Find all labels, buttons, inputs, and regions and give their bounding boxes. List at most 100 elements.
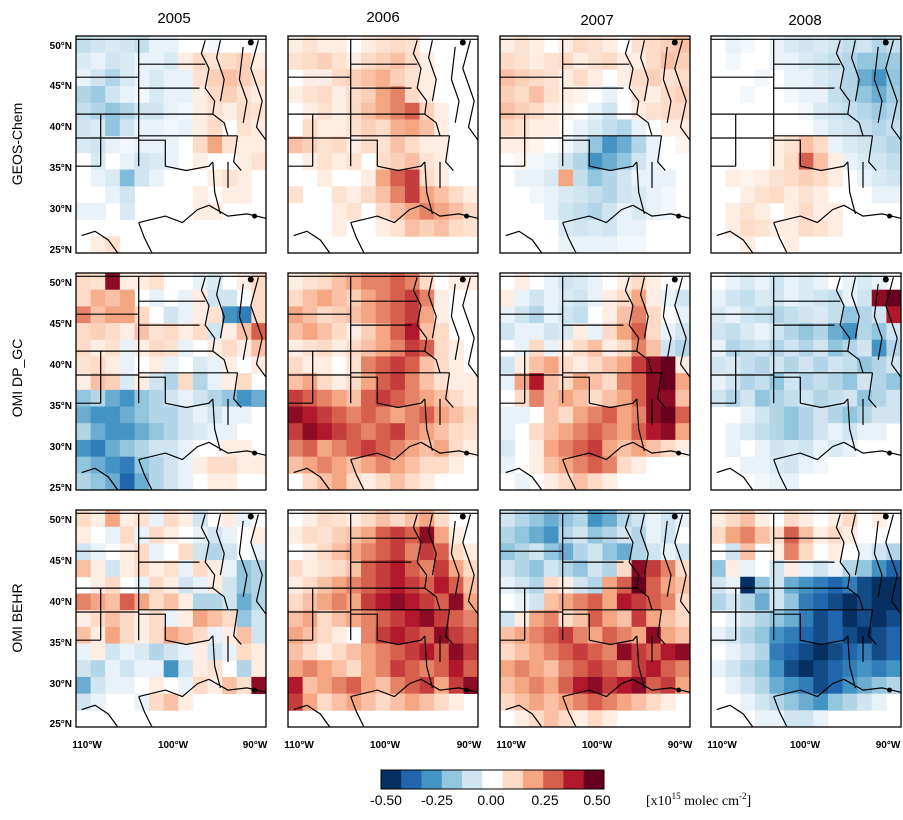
grid-cell (857, 152, 873, 170)
grid-cell (769, 593, 785, 611)
grid-cell (463, 423, 479, 441)
grid-cell (529, 69, 545, 87)
grid-cell (178, 610, 194, 628)
grid-cell (149, 356, 165, 374)
grid-cell (90, 576, 106, 594)
grid-cell (346, 356, 362, 374)
grid-cell (798, 710, 814, 728)
grid-cell (711, 339, 727, 357)
grid-cell (236, 339, 252, 357)
grid-cell (390, 543, 406, 561)
grid-cell (302, 86, 318, 104)
grid-cell (404, 86, 420, 104)
grid-cell (573, 202, 589, 221)
grid-cell (302, 136, 318, 154)
grid-cell (514, 323, 530, 341)
grid-cell (90, 306, 106, 324)
grid-cell (222, 373, 238, 391)
grid-cell (573, 86, 589, 104)
grid-cell (543, 660, 559, 678)
grid-cell (163, 86, 179, 104)
grid-cell (192, 593, 208, 611)
grid-cell (134, 52, 150, 70)
grid-cell (711, 510, 727, 528)
grid-cell (857, 593, 873, 611)
map-panels (75, 35, 902, 728)
grid-cell (105, 69, 121, 87)
grid-cell (192, 152, 208, 170)
grid-cell (236, 136, 252, 154)
grid-cell (514, 289, 530, 307)
grid-cell (149, 102, 165, 120)
grid-cell (317, 576, 333, 594)
grid-cell (813, 456, 829, 474)
grid-cell (192, 660, 208, 678)
grid-cell (784, 169, 800, 187)
grid-cell (740, 323, 756, 341)
grid-cell (302, 119, 318, 137)
grid-cell (529, 169, 545, 187)
grid-cell (317, 456, 333, 474)
grid-cell (842, 593, 858, 611)
grid-cell (798, 676, 814, 695)
grid-cell (725, 643, 741, 661)
grid-cell (798, 152, 814, 170)
grid-cell (288, 273, 304, 291)
grid-cell (434, 219, 450, 237)
grid-cell (105, 423, 121, 441)
grid-cell (871, 510, 887, 528)
grid-cell (288, 136, 304, 154)
grid-cell (573, 273, 589, 291)
grid-cell (390, 52, 406, 70)
grid-cell (500, 610, 516, 628)
grid-cell (76, 339, 92, 357)
grid-cell (236, 626, 252, 644)
state-border (505, 467, 543, 491)
grid-cell (871, 660, 887, 678)
grid-cell (813, 693, 829, 711)
grid-cell (390, 526, 406, 544)
grid-cell (222, 69, 238, 87)
state-border (138, 696, 153, 728)
grid-cell (361, 86, 377, 104)
grid-cell (419, 119, 435, 137)
grid-cell (602, 676, 618, 695)
grid-cell (346, 610, 362, 628)
grid-cell (149, 676, 165, 695)
map-panel (499, 272, 691, 491)
grid-cell (178, 593, 194, 611)
grid-cell (784, 610, 800, 628)
grid-cell (375, 660, 391, 678)
grid-cell (711, 660, 727, 678)
grid-cell (886, 626, 902, 644)
grid-cell (871, 273, 887, 291)
grid-cell (740, 273, 756, 291)
grid-cell (784, 423, 800, 441)
grid-cell (163, 339, 179, 357)
panel-frame (710, 272, 902, 491)
grid-cell (90, 356, 106, 374)
grid-cell (769, 456, 785, 474)
grid-cell (886, 119, 902, 137)
grid-cell (149, 560, 165, 578)
lat-label: 30°N (50, 442, 72, 453)
grid-cell (740, 406, 756, 424)
grid-cell (646, 643, 662, 661)
grid-cell (448, 339, 464, 357)
grid-cell (105, 186, 121, 204)
state-border (138, 222, 153, 254)
grid-cell (500, 660, 516, 678)
grid-cell (813, 339, 829, 357)
grid-cell (375, 693, 391, 711)
grid-cell (178, 676, 194, 695)
grid-cell (361, 676, 377, 695)
grid-cell (149, 389, 165, 407)
grid-cell (390, 593, 406, 611)
grid-cell (390, 102, 406, 120)
grid-cell (375, 576, 391, 594)
grid-cell (784, 136, 800, 154)
grid-cell (375, 136, 391, 154)
lon-label: 100°W (582, 740, 613, 751)
grid-cell (346, 473, 362, 491)
grid-cell (222, 52, 238, 70)
